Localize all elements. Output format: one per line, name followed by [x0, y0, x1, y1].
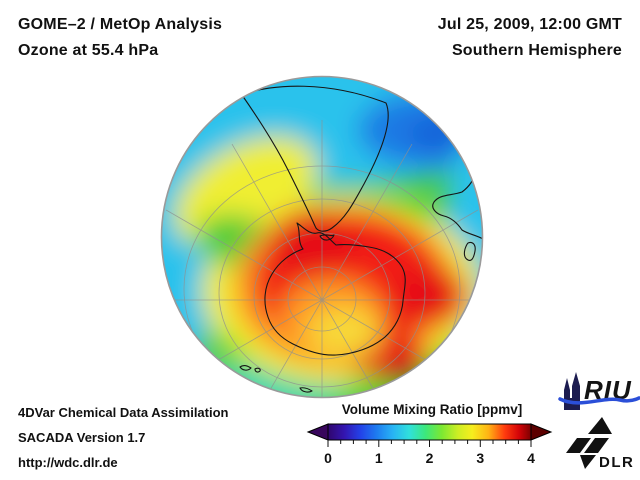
colorbar: 0 1 2 3 4: [306, 423, 553, 466]
tick-label-0: 0: [324, 450, 332, 466]
dlr-arrow-icon: [566, 417, 612, 469]
footer-assimilation: 4DVar Chemical Data Assimilation: [18, 405, 229, 420]
rhine-wave-icon: [558, 396, 640, 405]
datetime-label: Jul 25, 2009, 12:00 GMT: [437, 16, 622, 33]
colorbar-tick-labels: 0 1 2 3 4: [324, 450, 535, 466]
dlr-logo: DLR: [566, 417, 634, 471]
colorbar-title: Volume Mixing Ratio [ppmv]: [341, 402, 523, 417]
globe-rim: [160, 75, 484, 399]
logos: RIU DLR: [558, 372, 640, 471]
dlr-text: DLR: [599, 454, 634, 471]
tick-label-2: 2: [426, 450, 434, 466]
hemisphere-label: Southern Hemisphere: [451, 42, 622, 59]
tick-label-1: 1: [375, 450, 383, 466]
colorbar-gradient-bar: [327, 423, 532, 441]
footer-url: http://wdc.dlr.de: [18, 455, 118, 470]
title-level: Ozone at 55.4 hPa: [18, 42, 159, 59]
colorbar-left-arrow: [306, 423, 329, 441]
tick-label-3: 3: [476, 450, 484, 466]
colorbar-ticks: [327, 440, 532, 447]
tick-label-4: 4: [527, 450, 535, 466]
colorbar-right-arrow: [530, 423, 553, 441]
footer-version: SACADA Version 1.7: [18, 430, 146, 445]
riu-logo: RIU: [558, 372, 640, 410]
title-instrument: GOME–2 / MetOp Analysis: [18, 16, 223, 33]
ozone-field: [161, 76, 483, 398]
